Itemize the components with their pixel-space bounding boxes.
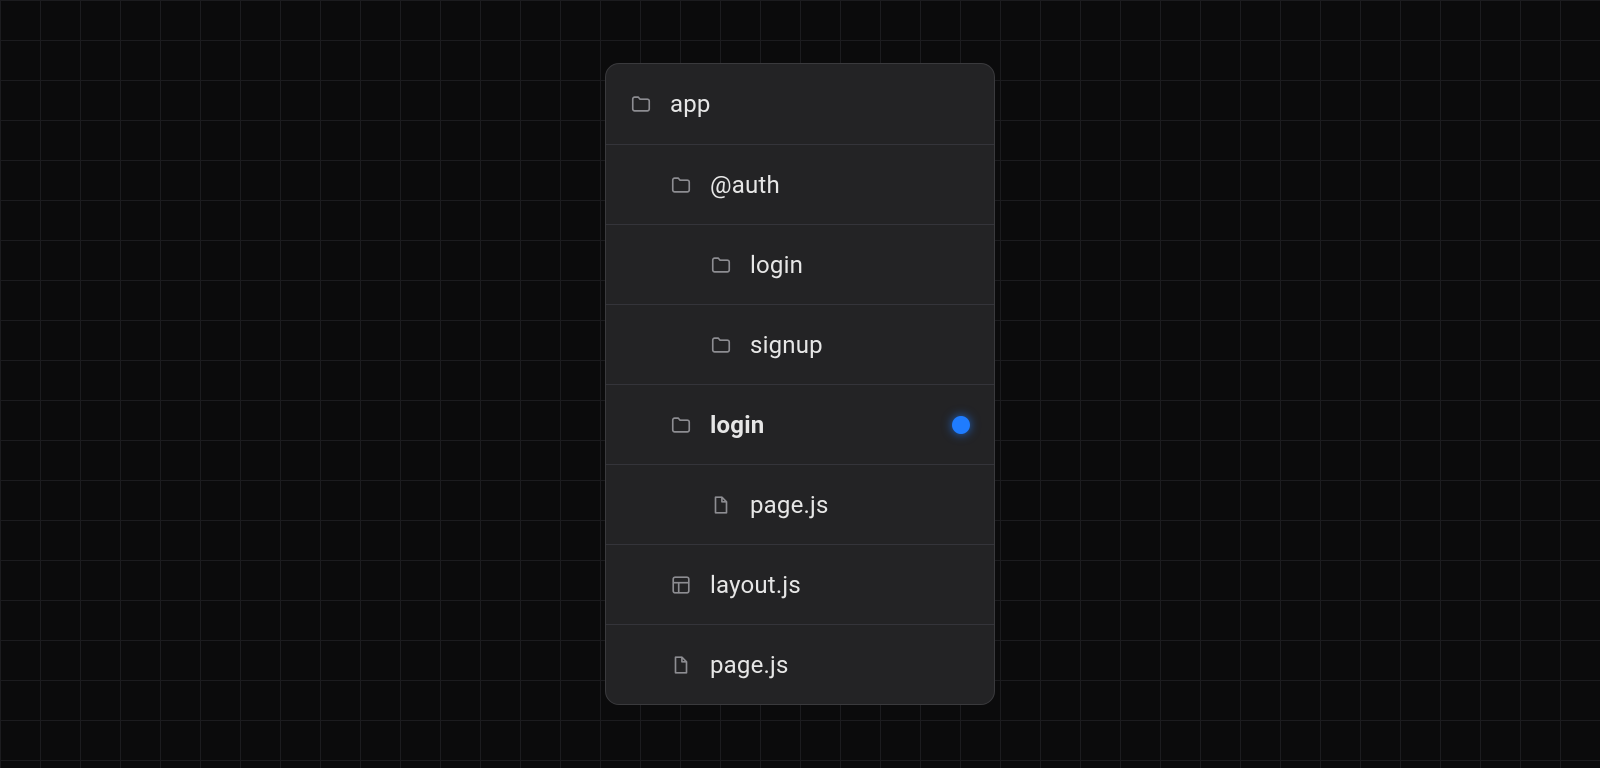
folder-icon xyxy=(670,174,692,196)
tree-row[interactable]: layout.js xyxy=(606,544,994,624)
tree-row[interactable]: page.js xyxy=(606,464,994,544)
tree-row[interactable]: signup xyxy=(606,304,994,384)
tree-row[interactable]: page.js xyxy=(606,624,994,704)
tree-row-label: page.js xyxy=(750,493,829,517)
tree-row-label: @auth xyxy=(710,173,780,197)
file-tree-panel: app @auth login signup login page.js layout.js… xyxy=(605,63,995,705)
file-icon xyxy=(670,654,692,676)
tree-row[interactable]: @auth xyxy=(606,144,994,224)
file-icon xyxy=(710,494,732,516)
active-marker-dot xyxy=(952,416,970,434)
tree-row-label: signup xyxy=(750,333,823,357)
tree-row[interactable]: login xyxy=(606,384,994,464)
tree-row-label: login xyxy=(750,253,803,277)
tree-row[interactable]: login xyxy=(606,224,994,304)
tree-row-label: page.js xyxy=(710,653,789,677)
layout-icon xyxy=(670,574,692,596)
tree-row-label: app xyxy=(670,92,711,116)
folder-icon xyxy=(630,93,652,115)
tree-row[interactable]: app xyxy=(606,64,994,144)
tree-row-label: login xyxy=(710,413,764,437)
tree-row-label: layout.js xyxy=(710,573,801,597)
folder-icon xyxy=(710,334,732,356)
folder-icon xyxy=(670,414,692,436)
folder-icon xyxy=(710,254,732,276)
